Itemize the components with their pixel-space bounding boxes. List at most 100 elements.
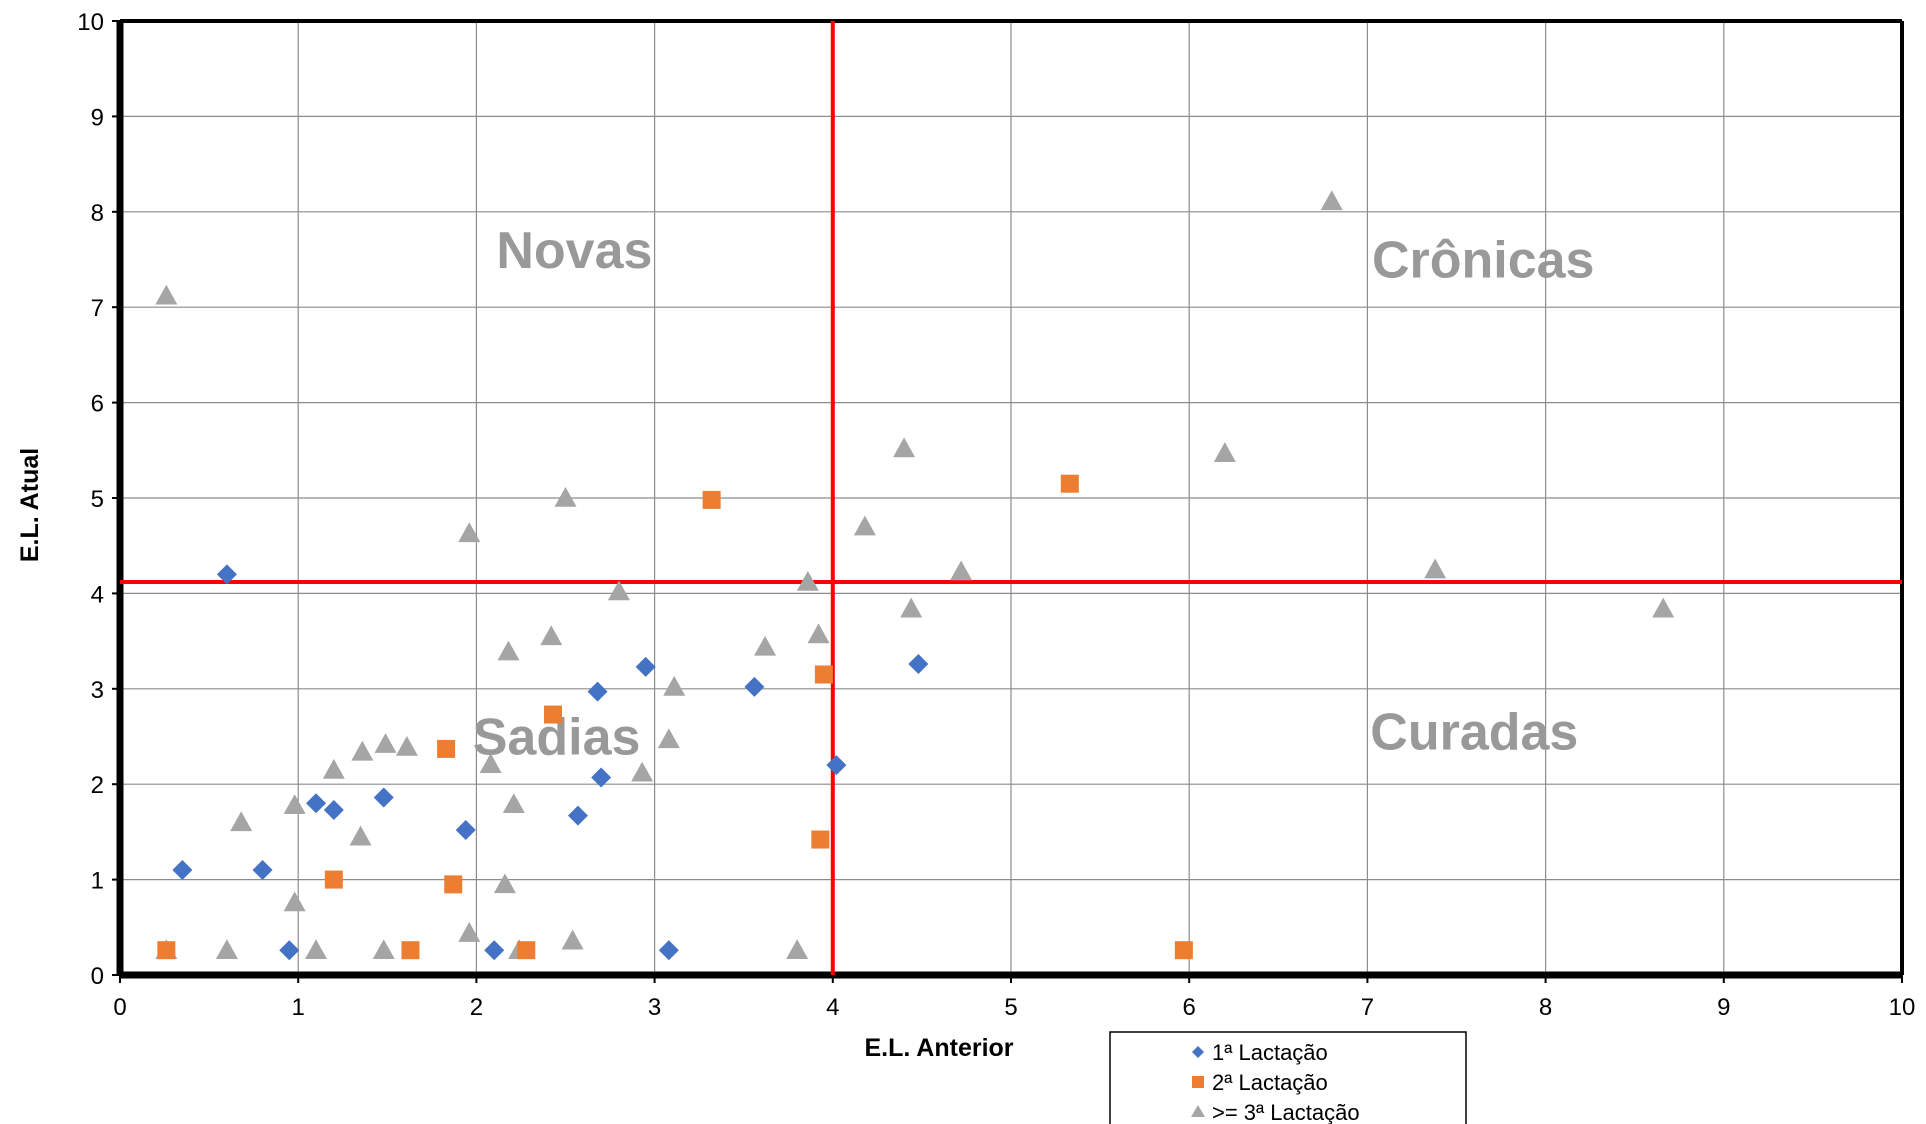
data-point-diamond — [306, 793, 327, 814]
data-point-diamond — [172, 860, 193, 881]
data-point-triangle — [754, 635, 777, 656]
legend-marker-diamond — [1192, 1046, 1204, 1058]
series-square — [157, 474, 1193, 960]
data-point-triangle — [372, 939, 395, 959]
y-tick-label: 10 — [77, 9, 104, 36]
data-point-triangle — [807, 623, 830, 644]
y-tick-label: 1 — [91, 868, 104, 895]
data-point-square — [324, 870, 343, 889]
legend-marker-square — [1192, 1076, 1204, 1088]
data-point-diamond — [455, 819, 476, 840]
y-axis-title: E.L. Atual — [16, 448, 44, 562]
y-tick-label: 2 — [91, 772, 104, 799]
data-point-diamond — [826, 755, 847, 776]
data-point-diamond — [908, 653, 929, 674]
x-tick-label: 3 — [648, 994, 661, 1021]
data-point-square — [702, 490, 721, 509]
legend-entry: 1ª Lactação — [1192, 1040, 1328, 1065]
data-point-triangle — [479, 753, 502, 773]
data-point-triangle — [215, 939, 238, 959]
x-tick-label: 5 — [1004, 994, 1017, 1021]
y-tick-label: 3 — [91, 677, 104, 704]
data-point-triangle — [283, 794, 306, 814]
data-point-square — [1060, 474, 1079, 493]
data-point-triangle — [900, 597, 923, 618]
data-point-triangle — [155, 284, 178, 305]
legend-entry: >= 3ª Lactação — [1191, 1100, 1360, 1124]
legend-entry: 2ª Lactação — [1192, 1070, 1328, 1095]
data-point-triangle — [305, 939, 328, 959]
data-point-triangle — [631, 761, 654, 782]
data-point-triangle — [458, 922, 481, 942]
legend-items: 1ª Lactação 2ª Lactação >= 3ª Lactação — [1191, 1040, 1360, 1124]
quadrant-label: Novas — [496, 222, 652, 280]
data-point-diamond — [635, 656, 656, 677]
data-point-triangle — [497, 640, 520, 661]
data-point-diamond — [567, 805, 588, 826]
data-point-square — [811, 830, 830, 849]
data-point-triangle — [374, 733, 397, 753]
y-tick-label: 8 — [91, 200, 104, 227]
data-point-diamond — [744, 676, 765, 697]
data-point-triangle — [322, 758, 345, 779]
x-tick-label: 10 — [1889, 994, 1916, 1021]
data-point-diamond — [658, 940, 679, 961]
data-point-square — [544, 705, 563, 724]
data-point-triangle — [493, 873, 516, 894]
x-tick-label: 0 — [113, 994, 126, 1021]
data-point-diamond — [587, 681, 608, 702]
data-point-triangle — [1652, 597, 1675, 618]
data-point-triangle — [554, 487, 577, 507]
series-triangle — [155, 190, 1675, 959]
x-tick-label: 2 — [470, 994, 483, 1021]
legend-label: >= 3ª Lactação — [1212, 1100, 1360, 1124]
legend-label: 2ª Lactação — [1212, 1070, 1328, 1095]
series-diamond — [172, 564, 929, 961]
data-point-triangle — [349, 825, 372, 846]
data-point-square — [401, 941, 420, 960]
y-tick-label: 0 — [91, 963, 104, 990]
data-point-diamond — [323, 799, 344, 820]
data-point-triangle — [395, 735, 418, 756]
data-point-diamond — [373, 787, 394, 808]
reference-lines — [120, 21, 1902, 975]
data-point-triangle — [607, 580, 630, 601]
x-tick-label: 9 — [1717, 994, 1730, 1021]
data-point-square — [517, 941, 536, 960]
data-point-triangle — [458, 522, 481, 543]
data-point-triangle — [283, 891, 306, 912]
data-point-square — [814, 665, 833, 684]
x-tick-label: 7 — [1361, 994, 1374, 1021]
data-point-triangle — [561, 929, 584, 950]
data-point-triangle — [230, 811, 253, 832]
data-point-triangle — [1424, 558, 1447, 579]
data-point-triangle — [853, 515, 876, 536]
legend-marker-triangle — [1191, 1105, 1205, 1117]
data-point-triangle — [786, 939, 809, 959]
data-point-square — [1174, 941, 1193, 960]
quadrant-label: Crônicas — [1372, 232, 1595, 290]
data-point-triangle — [663, 675, 686, 696]
x-axis-title: E.L. Anterior — [864, 1034, 1013, 1062]
data-point-triangle — [893, 437, 916, 458]
data-point-square — [444, 875, 463, 894]
data-point-triangle — [950, 560, 973, 581]
legend: 1ª Lactação 2ª Lactação >= 3ª Lactação — [1109, 1031, 1467, 1124]
data-point-diamond — [279, 940, 300, 961]
y-tick-label: 5 — [91, 486, 104, 513]
data-point-triangle — [351, 740, 374, 761]
legend-label: 1ª Lactação — [1212, 1040, 1328, 1065]
y-tick-label: 6 — [91, 391, 104, 418]
y-tick-label: 9 — [91, 104, 104, 131]
data-point-diamond — [216, 564, 237, 585]
data-point-triangle — [1213, 442, 1236, 462]
quadrant-label: Curadas — [1370, 704, 1578, 762]
data-point-diamond — [591, 767, 612, 788]
tick-labels: 0 1 2 3 4 5 6 7 8 9 10 0 1 2 3 4 5 6 7 8 9 10 — [77, 9, 1915, 1021]
axes — [112, 19, 1904, 983]
x-tick-label: 1 — [292, 994, 305, 1021]
data-point-square — [157, 941, 176, 960]
